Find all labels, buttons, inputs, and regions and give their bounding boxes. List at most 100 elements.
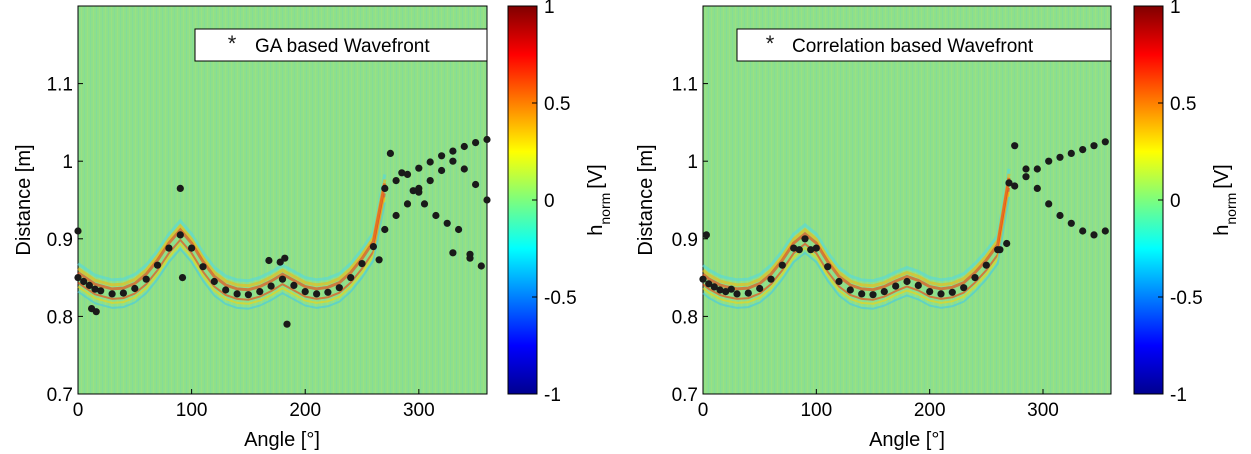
data-point: [283, 320, 291, 328]
data-point: [131, 284, 139, 293]
fringe-band: [702, 177, 1011, 292]
legend-box: [736, 28, 1112, 62]
data-point: [835, 277, 843, 286]
data-point: [415, 184, 423, 192]
data-point: [432, 211, 440, 220]
data-point: [74, 227, 82, 235]
data-point: [449, 147, 457, 155]
data-point: [80, 277, 88, 286]
data-point: [438, 152, 446, 160]
data-point: [1011, 142, 1019, 150]
data-point: [702, 231, 711, 239]
y-tick-label: 1: [687, 152, 698, 173]
data-point: [982, 261, 990, 269]
data-point: [176, 231, 184, 239]
data-point: [375, 256, 383, 264]
fringe-band: [702, 168, 1011, 283]
data-point: [403, 170, 412, 178]
data-point: [477, 262, 485, 270]
data-point: [1090, 142, 1098, 150]
colorbar-label: hnorm [V]: [1211, 164, 1239, 235]
data-point: [392, 211, 400, 220]
y-tick-label: 0.9: [47, 230, 73, 251]
data-point: [210, 277, 218, 286]
fringe-band: [77, 193, 386, 301]
data-point: [1090, 231, 1098, 239]
data-point: [812, 244, 820, 252]
data-point: [97, 287, 105, 295]
colorbar-label-base: h: [1211, 225, 1233, 236]
data-point: [926, 288, 934, 296]
data-point: [153, 261, 162, 269]
x-tick-labels: 0 100 200 300: [73, 389, 435, 421]
data-point: [222, 286, 230, 294]
heatmap-fringes: [702, 168, 1011, 310]
colorbar-label: hnorm [V]: [585, 164, 613, 235]
chart-panel-correlation: 0 100 200 300 0.7 0.8 0.9 1 1.1 Angle [°] Dista…: [635, 0, 1239, 451]
data-point: [74, 274, 82, 282]
colorbar-label-unit: [V]: [585, 164, 607, 188]
data-point: [265, 256, 273, 265]
y-tick-label: 0.7: [672, 385, 698, 406]
colorbar-ticks: 1 0.5 0 -0.5 -1: [532, 0, 577, 406]
x-tick-label: 200: [914, 400, 946, 421]
data-point: [438, 166, 446, 175]
fringe-band: [77, 174, 387, 283]
data-point: [1022, 165, 1030, 173]
data-point: [386, 149, 394, 157]
data-point: [290, 281, 298, 289]
data-point: [1022, 173, 1030, 181]
legend-label: Correlation based Wavefront: [792, 36, 1034, 57]
data-point: [409, 187, 417, 195]
y-tick-labels: 0.7 0.8 0.9 1 1.1: [672, 75, 708, 406]
x-axis-label: Angle [°]: [869, 429, 945, 451]
data-point: [324, 288, 332, 296]
fringe-band: [702, 173, 1011, 288]
fringe-band: [77, 179, 387, 288]
legend-marker: *: [766, 31, 775, 56]
wavefront-points: [699, 138, 1109, 299]
y-tick-labels: 0.7 0.8 0.9 1 1.1: [47, 75, 83, 406]
fringe-band: [702, 196, 1010, 310]
data-point: [455, 225, 463, 234]
data-point: [301, 288, 309, 296]
data-point: [756, 284, 764, 293]
data-point: [1056, 211, 1064, 220]
x-tick-labels: 0 100 200 300: [698, 389, 1059, 421]
data-point: [858, 290, 866, 298]
fringe-band: [702, 191, 1010, 305]
colorbar-tick-label: -1: [1170, 385, 1187, 406]
data-point: [415, 164, 423, 172]
data-point: [449, 249, 457, 257]
data-point: [188, 244, 196, 252]
data-point: [716, 286, 724, 294]
data-point: [1101, 227, 1109, 235]
y-tick-label: 1.1: [672, 75, 698, 96]
data-point: [710, 283, 718, 291]
colorbar-ticks: 1 0.5 0 -0.5 -1: [1158, 0, 1203, 406]
data-point: [744, 289, 752, 297]
data-point: [460, 142, 468, 151]
data-point: [472, 180, 480, 189]
data-point: [1079, 146, 1087, 154]
chart-panel-ga: 0 100 200 300 0.7 0.8 0.9 1 1.1 Angle [°] Dista…: [13, 0, 613, 451]
data-point: [807, 246, 815, 254]
data-point: [119, 289, 127, 297]
data-point: [1011, 182, 1019, 190]
legend-marker: *: [228, 31, 237, 56]
data-point: [705, 280, 713, 288]
data-point: [403, 200, 412, 208]
y-tick-label: 0.7: [47, 385, 73, 406]
colorbar-label-sub: norm: [597, 193, 613, 225]
data-point: [443, 219, 451, 227]
fringe-band: [77, 183, 387, 292]
data-point: [903, 277, 911, 286]
data-point: [824, 263, 832, 271]
data-point: [176, 184, 184, 192]
data-point: [1056, 153, 1064, 161]
data-point: [1003, 239, 1011, 248]
legend-label: GA based Wavefront: [255, 36, 430, 57]
data-point: [914, 281, 922, 289]
data-point: [869, 291, 877, 299]
